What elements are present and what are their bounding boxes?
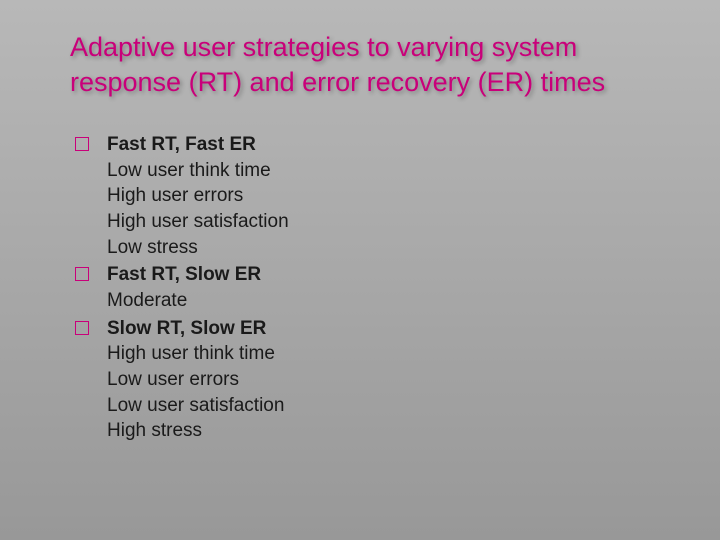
item-body: Slow RT, Slow ER High user think time Lo… [107,316,650,444]
item-line: High user errors [107,183,650,209]
slide-title: Adaptive user strategies to varying syst… [70,30,650,100]
slide-content: Fast RT, Fast ER Low user think time Hig… [70,132,650,444]
square-bullet-icon [75,137,89,151]
list-item: Fast RT, Slow ER Moderate [75,262,650,313]
square-bullet-icon [75,321,89,335]
item-line: Low user errors [107,367,650,393]
item-line: Low user think time [107,158,650,184]
list-item: Fast RT, Fast ER Low user think time Hig… [75,132,650,260]
item-body: Fast RT, Fast ER Low user think time Hig… [107,132,650,260]
item-heading: Fast RT, Fast ER [107,132,650,158]
item-line: Moderate [107,288,650,314]
square-bullet-icon [75,267,89,281]
item-line: High stress [107,418,650,444]
item-line: High user satisfaction [107,209,650,235]
item-heading: Slow RT, Slow ER [107,316,650,342]
item-body: Fast RT, Slow ER Moderate [107,262,650,313]
list-item: Slow RT, Slow ER High user think time Lo… [75,316,650,444]
item-line: High user think time [107,341,650,367]
item-line: Low stress [107,235,650,261]
item-heading: Fast RT, Slow ER [107,262,650,288]
slide-container: Adaptive user strategies to varying syst… [0,0,720,476]
item-line: Low user satisfaction [107,393,650,419]
